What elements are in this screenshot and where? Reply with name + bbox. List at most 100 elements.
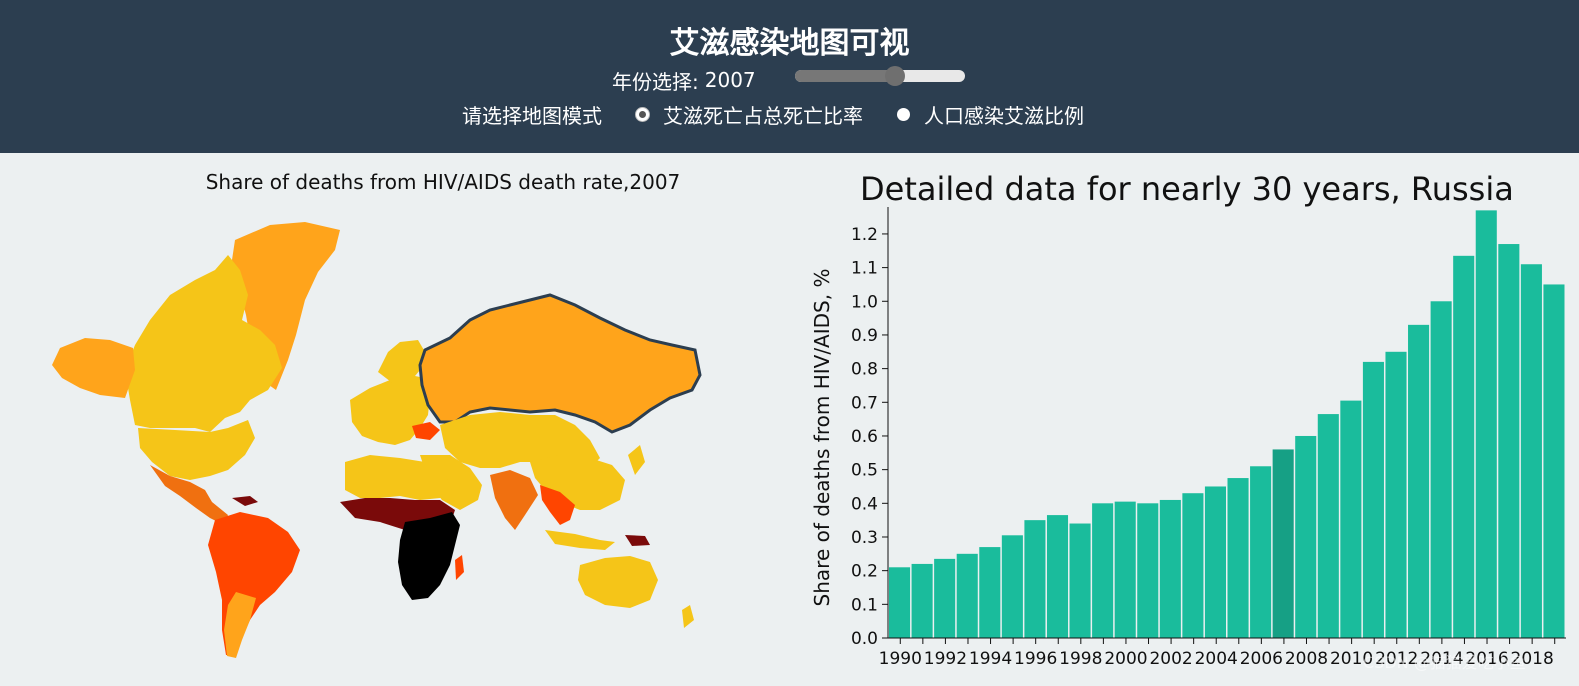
y-tick-label: 0.1 [851,595,878,615]
mode-label-death-share: 艾滋死亡占总死亡比率 [663,103,863,128]
argentina[interactable] [224,592,256,658]
bar-2014 [1430,301,1452,638]
year-value: 2007 [704,68,756,92]
y-tick-label: 0.0 [851,629,878,649]
x-tick-label: 2004 [1195,649,1238,669]
year-slider-thumb[interactable] [884,66,905,86]
bar-1999 [1092,503,1114,638]
mode-option-infection-share[interactable]: 人口感染艾滋比例 [897,100,1084,129]
y-axis-label: Share of deaths from HIV/AIDS, % [810,269,834,607]
chart-title: Detailed data for nearly 30 years, Russi… [860,170,1514,208]
bar-2002 [1159,499,1181,638]
russia[interactable] [418,293,702,434]
bar-2012 [1385,351,1407,638]
y-tick-label: 0.2 [851,562,878,582]
caribbean[interactable] [232,496,258,506]
bar-2008 [1295,435,1317,638]
y-tick-label: 0.3 [851,528,878,548]
usa[interactable] [138,420,255,480]
bar-1993 [956,553,978,638]
x-tick-label: 2018 [1511,649,1554,669]
australia[interactable] [578,556,658,608]
x-tick-label: 2000 [1104,649,1147,669]
bar-2001 [1137,503,1159,638]
bar-2015 [1453,255,1475,638]
papua[interactable] [625,535,650,546]
bar-2019 [1543,284,1565,638]
world-map[interactable] [0,200,740,670]
x-tick-label: 2006 [1240,649,1283,669]
bar-2009 [1317,414,1339,638]
map-mode-selector: 请选择地图模式 艾滋死亡占总死亡比率 人口感染艾滋比例 [462,99,1084,129]
bar-2006 [1250,466,1272,638]
central-asia[interactable] [440,412,600,468]
page-title: 艾滋感染地图可视 [669,26,910,61]
bar-1996 [1024,520,1046,638]
y-tick-label: 1.2 [851,225,878,245]
y-tick-label: 0.5 [851,461,878,481]
map-title: Share of deaths from HIV/AIDS death rate… [205,170,681,194]
year-slider[interactable] [795,66,965,86]
y-tick-label: 0.9 [851,326,878,346]
bar-2016 [1475,210,1497,638]
radio-infection-share[interactable] [897,107,910,121]
bar-2011 [1362,361,1384,638]
bar-2005 [1227,478,1249,638]
south-america[interactable] [208,512,300,655]
mode-option-death-share[interactable]: 艾滋死亡占总死亡比率 [636,100,863,129]
india[interactable] [490,470,538,530]
bar-chart: Detailed data for nearly 30 years, Russi… [810,170,1566,669]
bar-2013 [1408,324,1430,638]
map-mode-label: 请选择地图模式 [462,103,602,128]
europe[interactable] [350,375,430,445]
x-tick-label: 2002 [1149,649,1192,669]
mode-label-infection-share: 人口感染艾滋比例 [924,103,1084,128]
x-tick-label: 2012 [1375,649,1418,669]
mexico[interactable] [150,465,228,525]
bar-2018 [1520,264,1542,638]
y-tick-label: 1.0 [851,292,878,312]
x-tick-label: 2016 [1465,649,1508,669]
x-tick-label: 1994 [969,649,1012,669]
y-tick-label: 0.7 [851,393,878,413]
ukraine[interactable] [412,422,440,440]
bar-2004 [1204,486,1226,638]
bar-2003 [1182,493,1204,638]
x-tick-label: 1990 [879,649,922,669]
new-zealand[interactable] [682,605,694,628]
y-tick-label: 0.8 [851,360,878,380]
sub-saharan-africa[interactable] [398,512,460,600]
madagascar[interactable] [455,555,464,580]
bar-2010 [1340,400,1362,638]
alaska[interactable] [52,338,135,398]
scandinavia[interactable] [378,340,425,385]
bar-1991 [911,563,933,638]
southeast-asia[interactable] [540,485,575,525]
x-tick-label: 1996 [1014,649,1057,669]
y-tick-label: 0.4 [851,494,878,514]
x-tick-label: 1998 [1059,649,1102,669]
bar-2000 [1114,501,1136,638]
bar-1992 [934,558,956,638]
y-tick-label: 1.1 [851,259,878,279]
radio-death-share[interactable] [636,107,649,121]
bar-1994 [979,547,1001,638]
x-tick-label: 2014 [1420,649,1463,669]
x-tick-label: 2010 [1330,649,1373,669]
x-tick-label: 1992 [924,649,967,669]
bar-1997 [1046,515,1069,638]
bar-1995 [1001,535,1023,638]
indonesia[interactable] [545,530,615,550]
japan[interactable] [628,445,645,475]
year-slider-fill [795,70,895,82]
year-label: 年份选择: [612,69,699,94]
canada[interactable] [125,255,282,432]
year-selector: 年份选择: 2007 [612,66,756,94]
bar-2017 [1498,244,1520,638]
bar-1998 [1069,523,1091,638]
bar-2007 [1272,449,1294,638]
north-africa[interactable] [345,455,452,500]
x-tick-label: 2008 [1285,649,1328,669]
watermark: CSDN @猫猫爱吃小鱼 [1363,653,1526,672]
y-tick-label: 0.6 [851,427,878,447]
